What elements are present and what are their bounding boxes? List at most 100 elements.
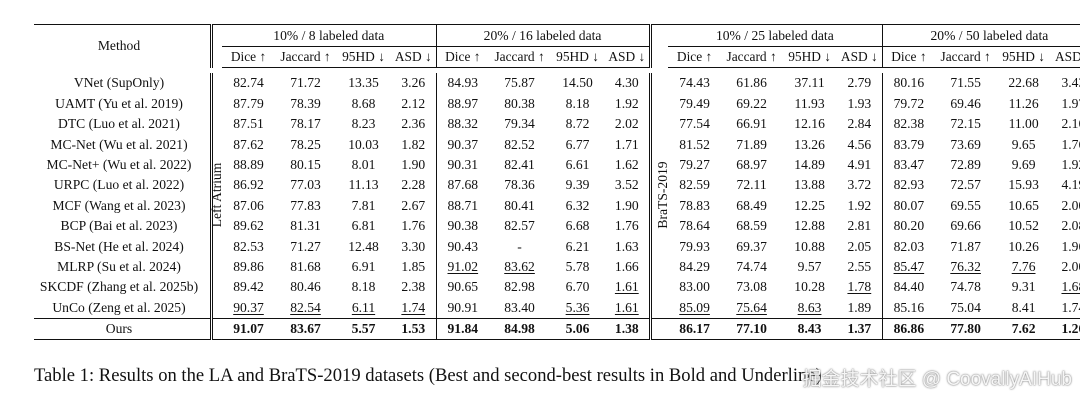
metric-cell: 77.03 [275, 175, 336, 195]
metric-cell: 77.54 [668, 114, 721, 134]
metric-cell: 2.00 [1051, 256, 1080, 277]
metric-value: 69.55 [950, 197, 981, 213]
group-header: 10% / 25 labeled data [668, 24, 883, 47]
metric-value: 1.61 [614, 279, 639, 295]
metric-cell: 83.47 [882, 155, 935, 175]
metric-value: 37.11 [794, 75, 825, 91]
metric-cell: 83.62 [489, 257, 550, 277]
metric-value: 68.49 [736, 197, 767, 213]
metric-cell: 71.72 [275, 73, 336, 93]
table-row: MC-Net+ (Wu et al. 2022) 88.89 80.15 8.01 1.… [34, 154, 1080, 175]
metric-value: 13.35 [348, 75, 379, 91]
metric-cell: 78.83 [668, 195, 721, 215]
metric-value: 1.26 [1061, 321, 1080, 337]
metric-value: 1.78 [847, 279, 872, 295]
metric-cell: 84.29 [668, 257, 721, 277]
metric-cell: 1.76 [605, 215, 652, 237]
metric-value: 77.80 [950, 321, 981, 337]
metric-cell: 87.51 [222, 114, 275, 134]
metric-cell: 2.28 [391, 174, 437, 196]
metric-cell: 5.78 [550, 257, 605, 277]
table-row: BS-Net (He et al. 2024) 82.53 71.27 12.48 3.… [34, 236, 1080, 257]
metric-header: Jaccard ↑ [275, 46, 336, 68]
dataset-label: BraTS-2019 [654, 161, 670, 229]
metric-value: 81.68 [290, 258, 321, 274]
metric-value: 73.69 [950, 136, 981, 152]
metric-value: 10.03 [348, 136, 379, 152]
metric-value: 2.36 [401, 116, 426, 132]
metric-cell: 3.30 [391, 236, 437, 257]
metric-cell: 61.86 [721, 73, 782, 93]
metric-cell: 9.69 [996, 155, 1051, 175]
metric-value: 90.43 [447, 238, 479, 254]
metric-cell: 82.98 [489, 277, 550, 297]
metric-cell: 4.19 [1051, 174, 1080, 196]
metric-value: 8.43 [797, 321, 822, 337]
table-row: SKCDF (Zhang et al. 2025b) 89.42 80.46 8.18… [34, 276, 1080, 298]
watermark-text: 掘金技术社区 @ CoovallyAIHub [802, 369, 1072, 390]
metric-cell: 6.91 [336, 257, 391, 277]
metric-header: Jaccard ↑ [935, 46, 997, 68]
group-header: 20% / 50 labeled data [882, 24, 1080, 47]
metric-cell: 14.50 [550, 73, 605, 93]
method-name: Ours [34, 317, 204, 341]
metric-cell: 82.74 [222, 73, 275, 93]
metric-cell: 1.92 [837, 195, 883, 216]
metric-cell: 87.62 [222, 134, 275, 154]
metric-cell: 78.39 [275, 93, 336, 113]
metric-value: 9.57 [797, 258, 822, 274]
metric-value: 1.90 [401, 156, 426, 172]
metric-value: 1.76 [614, 218, 639, 234]
metric-value: 15.93 [1008, 177, 1039, 193]
method-name: VNet (SupOnly) [73, 75, 165, 91]
metric-value: 83.79 [893, 136, 925, 152]
metric-cell: 12.16 [782, 114, 837, 134]
metric-value: 6.91 [351, 258, 376, 274]
metric-cell: 86.92 [222, 175, 275, 195]
metric-value: 89.86 [233, 258, 264, 274]
metric-cell: 9.57 [782, 257, 837, 277]
metric-value: 1.89 [847, 299, 872, 315]
table-row: DTC (Luo et al. 2021) 87.51 78.17 8.23 2.36 8… [34, 113, 1080, 135]
metric-value: 6.61 [565, 156, 590, 172]
metric-value: 75.87 [504, 75, 535, 91]
metric-cell: 87.68 [436, 175, 489, 195]
metric-cell: 75.64 [721, 297, 782, 318]
metric-cell: 3.26 [391, 73, 437, 94]
metric-cell: 78.36 [489, 175, 550, 195]
metric-cell: 80.16 [882, 73, 935, 93]
metric-value: 84.29 [679, 258, 710, 274]
metric-cell: 66.91 [721, 114, 782, 134]
metric-cell: 89.62 [222, 216, 275, 236]
metric-cell: 89.42 [222, 277, 275, 297]
metric-cell: 2.36 [391, 113, 437, 135]
metric-value: 5.78 [565, 258, 590, 274]
spacer [204, 317, 213, 341]
metric-cell: 13.26 [782, 134, 837, 154]
metric-value: 81.52 [679, 136, 710, 152]
spacer [204, 174, 213, 196]
metric-cell: 6.68 [550, 216, 605, 236]
metric-header: Jaccard ↑ [489, 46, 551, 68]
metric-header: Dice ↑ [668, 46, 722, 68]
metric-cell: 83.67 [275, 317, 336, 341]
metric-cell: 90.31 [436, 155, 489, 175]
method-name: BS-Net (He et al. 2024) [54, 238, 184, 254]
metric-value: 84.93 [447, 75, 479, 91]
metric-cell: 2.08 [1051, 215, 1080, 237]
metric-cell: 69.22 [721, 93, 782, 113]
metric-value: 8.68 [351, 95, 376, 111]
metric-cell: 90.43 [436, 236, 489, 256]
metric-cell: 6.11 [336, 297, 391, 318]
metric-value: 2.00 [1061, 197, 1080, 213]
metric-value: 2.08 [1061, 218, 1080, 234]
metric-cell: 88.89 [222, 155, 275, 175]
spacer [211, 24, 222, 68]
metric-value: 88.89 [233, 156, 264, 172]
metric-cell: 2.67 [391, 195, 437, 216]
metric-value: 1.92 [1061, 156, 1080, 172]
metric-value: 71.89 [736, 136, 767, 152]
metric-cell: 2.55 [837, 256, 883, 277]
metric-cell: 1.92 [605, 93, 652, 114]
metric-value: 12.25 [794, 197, 825, 213]
